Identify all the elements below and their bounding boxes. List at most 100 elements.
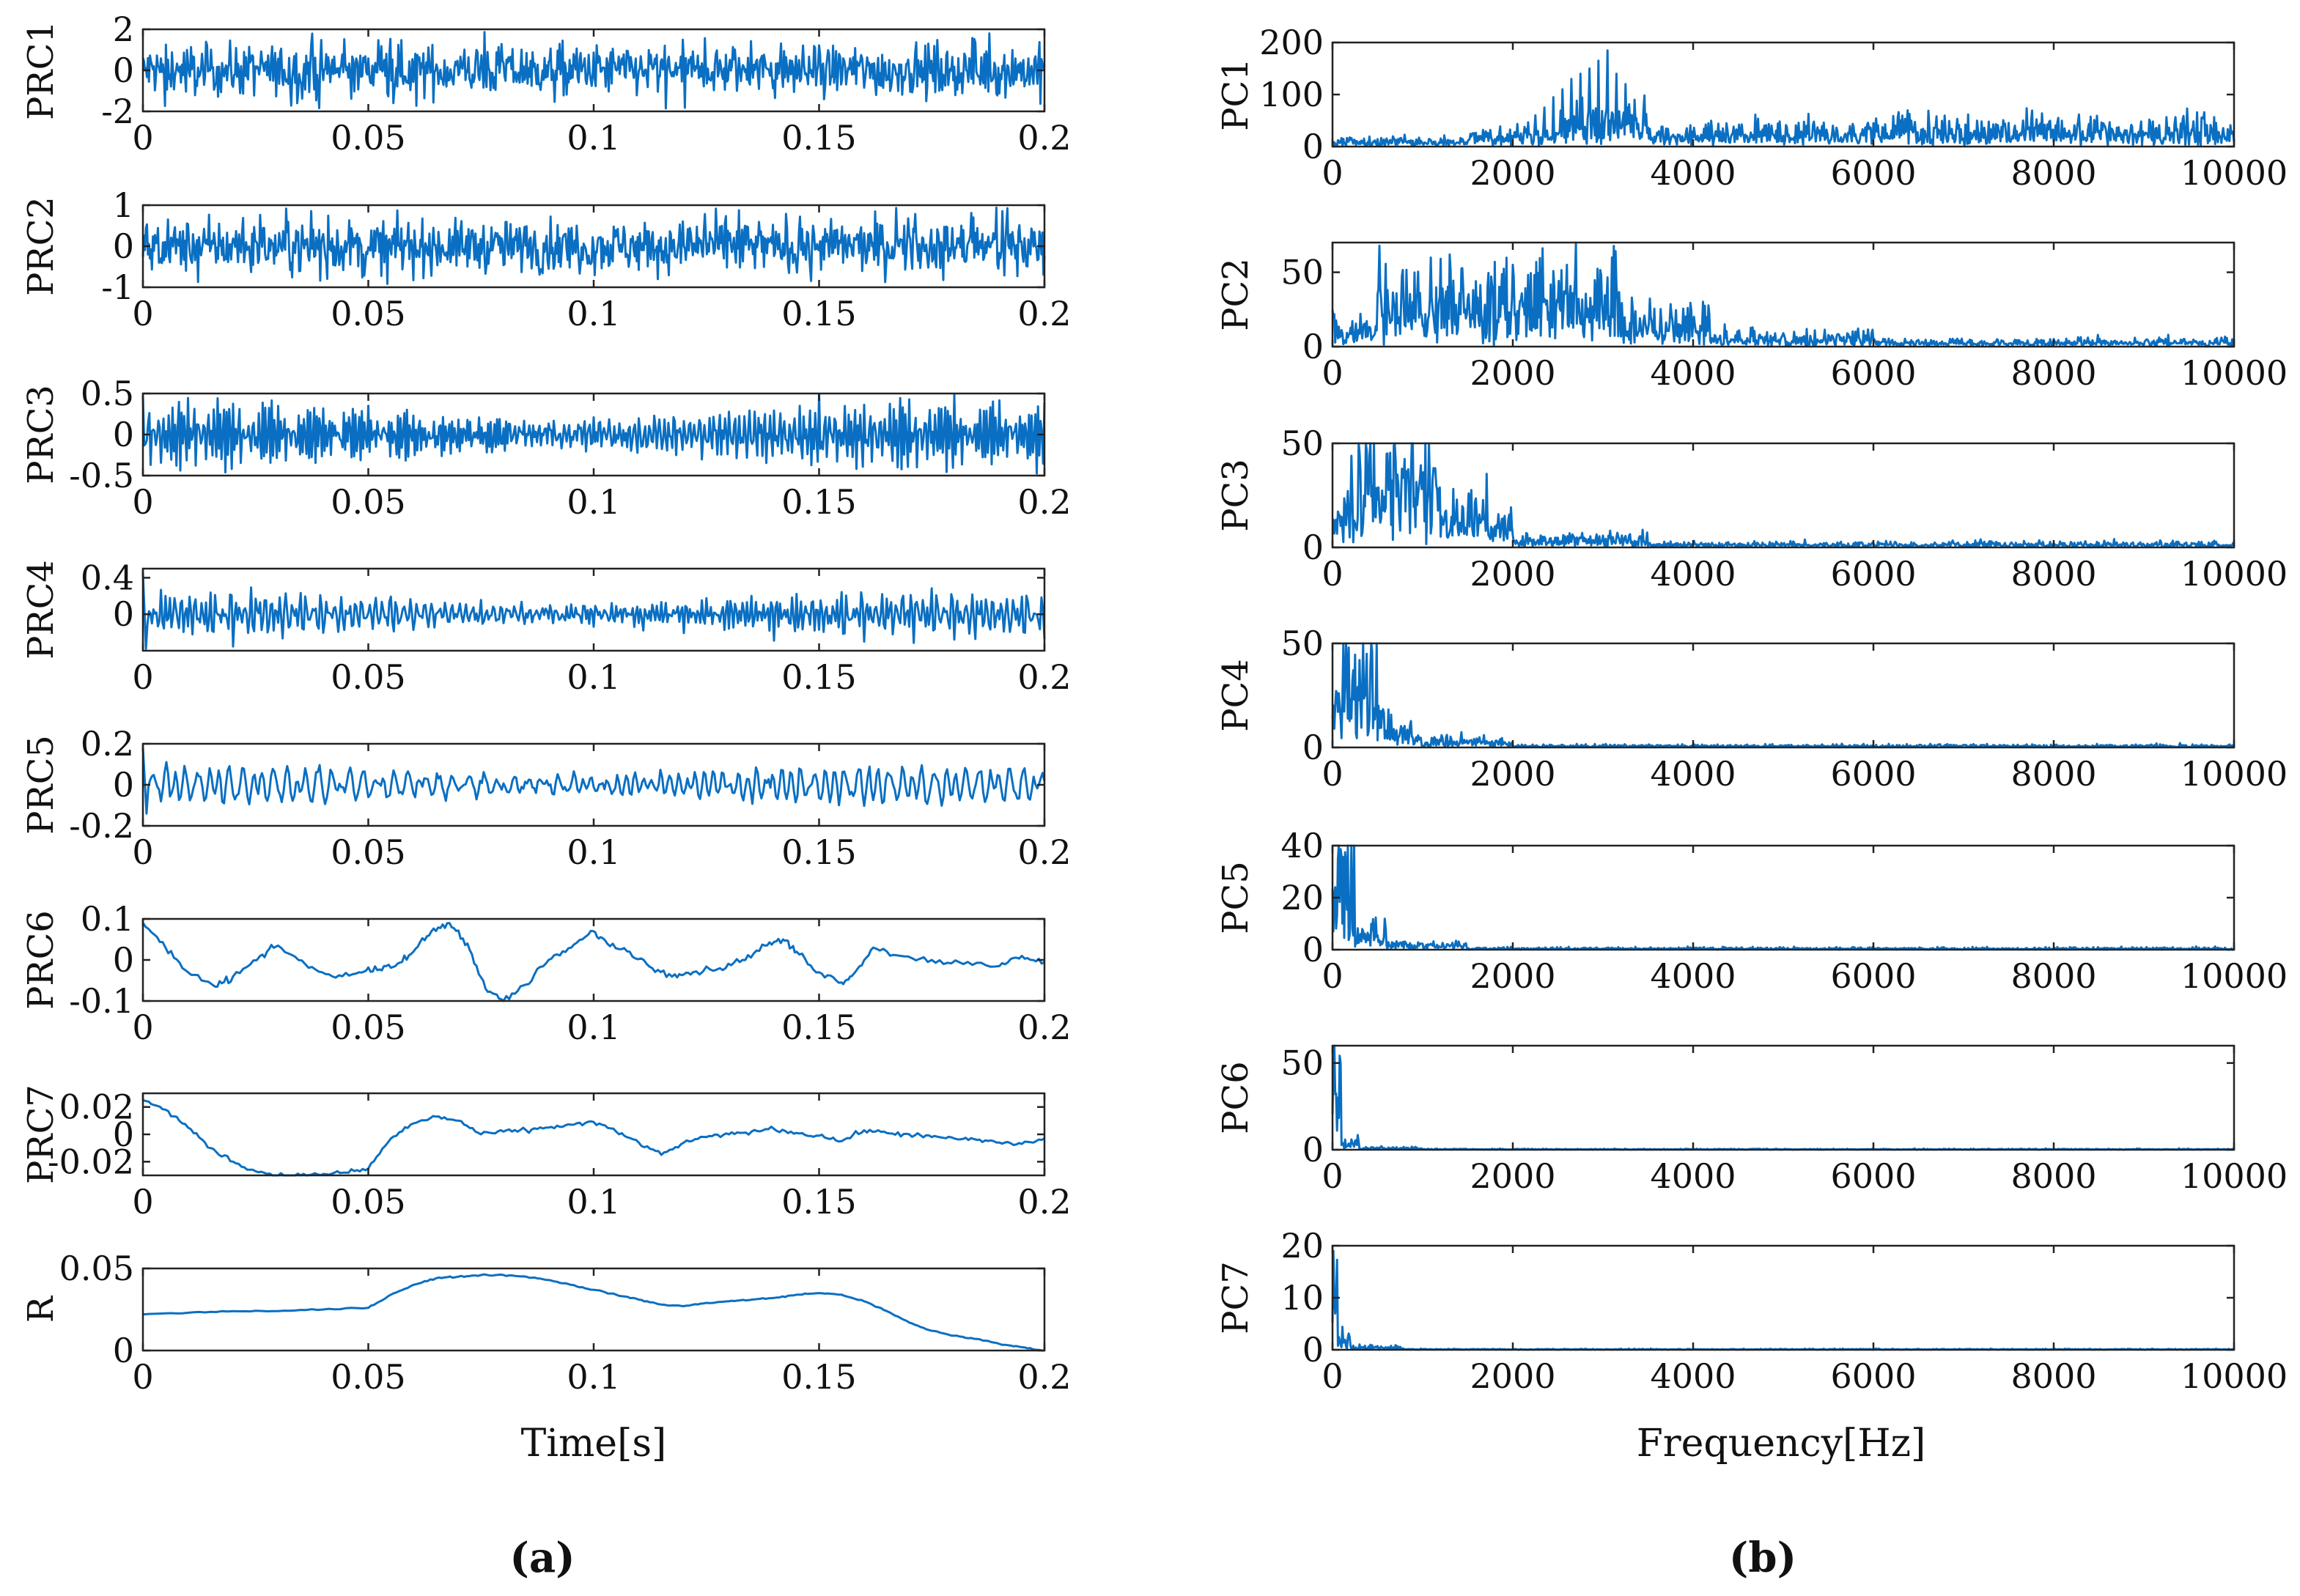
x-tick-label: 4000 bbox=[1650, 754, 1736, 794]
y-axis-label: PC2 bbox=[1215, 258, 1256, 331]
subplot-pc2: 0 2000 4000 6000 8000 10000 0 50 PC2 bbox=[1215, 241, 2288, 393]
y-tick-label: -0.02 bbox=[48, 1142, 134, 1181]
x-tick-label: 8000 bbox=[2010, 353, 2096, 393]
y-tick-label: 2 bbox=[113, 10, 134, 49]
x-tick-label: 0.2 bbox=[1017, 1182, 1071, 1222]
subplot-pc6: 0 2000 4000 6000 8000 10000 0 50 PC6 bbox=[1215, 1043, 2288, 1196]
x-tick-label: 0.05 bbox=[331, 832, 405, 872]
y-tick-label: 40 bbox=[1280, 826, 1324, 865]
axes-frame bbox=[1331, 1044, 2236, 1151]
x-tick-label: 0.1 bbox=[567, 482, 620, 522]
x-tick-label: 4000 bbox=[1650, 956, 1736, 996]
y-tick-label: 0 bbox=[1302, 127, 1324, 166]
x-tick-label: 2000 bbox=[1470, 1356, 1555, 1396]
y-tick-label: 0 bbox=[1302, 930, 1324, 969]
y-tick-label: -2 bbox=[101, 92, 134, 131]
y-axis-label: PC5 bbox=[1215, 861, 1256, 934]
x-tick-label: 0 bbox=[132, 118, 153, 158]
y-tick-label: 0.1 bbox=[81, 899, 134, 939]
y-tick-label: 0 bbox=[1302, 327, 1324, 366]
x-tick-label: 0 bbox=[1322, 554, 1343, 594]
x-tick-label: 4000 bbox=[1650, 153, 1736, 193]
y-tick-label: 0 bbox=[1302, 1330, 1324, 1370]
y-tick-label: 0 bbox=[113, 1331, 134, 1370]
x-tick-label: 0.15 bbox=[781, 118, 856, 158]
y-tick-label: 100 bbox=[1259, 75, 1324, 114]
x-tick-label: 0.05 bbox=[331, 118, 405, 158]
series-line-prc2 bbox=[141, 206, 1046, 285]
axes-frame bbox=[1331, 642, 2236, 749]
x-tick-label: 0.2 bbox=[1017, 482, 1071, 522]
x-tick-label: 6000 bbox=[1830, 353, 1916, 393]
x-tick-label: 0.05 bbox=[331, 657, 405, 697]
x-tick-label: 4000 bbox=[1650, 1356, 1736, 1396]
x-tick-label: 10000 bbox=[2181, 1156, 2288, 1196]
x-tick-label: 8000 bbox=[2010, 956, 2096, 996]
x-tick-label: 0 bbox=[1322, 153, 1343, 193]
y-tick-label: 200 bbox=[1259, 23, 1324, 62]
panel-label-b: (b) bbox=[1729, 1534, 1796, 1582]
x-tick-label: 2000 bbox=[1470, 754, 1555, 794]
x-tick-label: 2000 bbox=[1470, 353, 1555, 393]
x-tick-label: 0 bbox=[132, 1182, 153, 1222]
x-tick-label: 0.2 bbox=[1017, 118, 1071, 158]
y-tick-label: 0 bbox=[1302, 1130, 1324, 1170]
series-line-prc6 bbox=[141, 922, 1045, 1002]
x-tick-label: 0.15 bbox=[781, 1008, 856, 1047]
axes-frame bbox=[1331, 241, 2236, 348]
x-tick-label: 2000 bbox=[1470, 153, 1555, 193]
y-tick-label: -0.5 bbox=[69, 456, 134, 495]
y-axis-label: PC7 bbox=[1215, 1261, 1256, 1334]
axes-frame bbox=[1331, 1244, 2236, 1351]
y-tick-label: 0 bbox=[113, 415, 134, 454]
y-tick-label: 0 bbox=[113, 594, 134, 634]
x-title-time: Time[s] bbox=[521, 1422, 667, 1466]
x-tick-label: 0.15 bbox=[781, 657, 856, 697]
series-line-prc3 bbox=[141, 392, 1046, 475]
x-tick-label: 0.2 bbox=[1017, 294, 1071, 333]
x-tick-label: 0.2 bbox=[1017, 657, 1071, 697]
x-tick-label: 0 bbox=[1322, 754, 1343, 794]
y-tick-label: 0 bbox=[113, 226, 134, 266]
series-line-prc5 bbox=[141, 747, 1046, 815]
series-line-pc4 bbox=[1331, 642, 2236, 749]
x-tick-label: 10000 bbox=[2181, 956, 2288, 996]
y-axis-label: PC6 bbox=[1215, 1061, 1256, 1134]
x-tick-label: 0 bbox=[1322, 353, 1343, 393]
y-tick-label: 0 bbox=[113, 51, 134, 90]
x-tick-label: 0.05 bbox=[331, 1182, 405, 1222]
x-tick-label: 0.05 bbox=[331, 1008, 405, 1047]
series-line-pc2 bbox=[1331, 241, 2235, 348]
x-tick-label: 4000 bbox=[1650, 554, 1736, 594]
series-line-pc3 bbox=[1332, 442, 2236, 549]
y-tick-label: 20 bbox=[1280, 1226, 1324, 1266]
x-tick-label: 0.1 bbox=[567, 832, 620, 872]
x-tick-label: 2000 bbox=[1470, 554, 1555, 594]
x-tick-label: 0 bbox=[132, 1357, 153, 1397]
subplot-r: 0 0.05 0.1 0.15 0.2 0 0.05 R bbox=[21, 1249, 1072, 1397]
y-tick-label: 0 bbox=[1302, 728, 1324, 767]
x-title-frequency: Frequency[Hz] bbox=[1637, 1422, 1926, 1466]
x-tick-label: 0 bbox=[132, 657, 153, 697]
y-tick-label: 0 bbox=[113, 765, 134, 805]
x-tick-label: 2000 bbox=[1470, 1156, 1555, 1196]
axes-frame bbox=[1331, 844, 2236, 951]
y-tick-label: -0.1 bbox=[69, 981, 134, 1021]
y-tick-label: 0.4 bbox=[81, 558, 134, 597]
x-tick-label: 10000 bbox=[2181, 754, 2288, 794]
x-tick-label: 0.2 bbox=[1017, 832, 1071, 872]
y-tick-label: 0.05 bbox=[59, 1249, 134, 1288]
series-line-pc1 bbox=[1331, 49, 2236, 148]
x-tick-label: 6000 bbox=[1830, 1356, 1916, 1396]
x-tick-label: 0.1 bbox=[567, 118, 620, 158]
y-axis-label: PRC7 bbox=[21, 1085, 62, 1184]
y-axis-label: PRC3 bbox=[21, 385, 62, 484]
series-line-pc7 bbox=[1331, 1249, 2235, 1351]
x-tick-label: 10000 bbox=[2181, 353, 2288, 393]
x-tick-label: 0.05 bbox=[331, 482, 405, 522]
x-tick-label: 10000 bbox=[2181, 1356, 2288, 1396]
